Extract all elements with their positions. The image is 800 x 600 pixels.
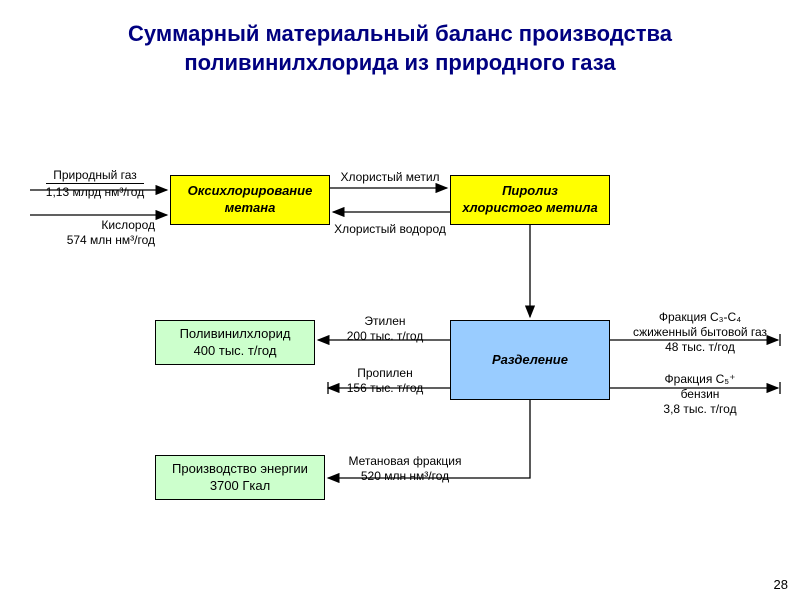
label-ethylene: Этилен 200 тыс. т/год	[335, 314, 435, 344]
label-natural-gas: Природный газ 1,13 млрд нм³/год	[30, 168, 160, 200]
node-label: хлористого метила	[462, 200, 597, 217]
node-label: Оксихлорирование	[188, 183, 313, 200]
label-propylene: Пропилен 156 тыс. т/год	[335, 366, 435, 396]
diagram-title: Суммарный материальный баланс производст…	[0, 20, 800, 77]
node-label: Поливинилхлорид	[180, 326, 291, 343]
label-c3c4: Фракция C₃-C₄ сжиженный бытовой газ 48 т…	[615, 310, 785, 355]
node-oxychlorination: Оксихлорирование метана	[170, 175, 330, 225]
label-methane: Метановая фракция 520 млн нм³/год	[340, 454, 470, 484]
node-separation: Разделение	[450, 320, 610, 400]
label-c5: Фракция C₅⁺ бензин 3,8 тыс. т/год	[615, 372, 785, 417]
node-label: Производство энергии	[172, 461, 308, 478]
node-label: метана	[225, 200, 276, 217]
title-line2: поливинилхлорида из природного газа	[184, 50, 615, 75]
page-number: 28	[774, 577, 788, 592]
title-line1: Суммарный материальный баланс производст…	[128, 21, 672, 46]
node-label: 400 тыс. т/год	[194, 343, 277, 360]
label-oxygen: Кислород 574 млн нм³/год	[35, 218, 155, 248]
node-label: Пиролиз	[502, 183, 558, 200]
node-energy: Производство энергии 3700 Гкал	[155, 455, 325, 500]
label-hcl: Хлористый водород	[330, 222, 450, 237]
node-pvc: Поливинилхлорид 400 тыс. т/год	[155, 320, 315, 365]
node-label: Разделение	[492, 352, 568, 369]
arrow-layer	[0, 0, 800, 600]
label-chloromethyl: Хлористый метил	[335, 170, 445, 185]
node-label: 3700 Гкал	[210, 478, 270, 495]
node-pyrolysis: Пиролиз хлористого метила	[450, 175, 610, 225]
